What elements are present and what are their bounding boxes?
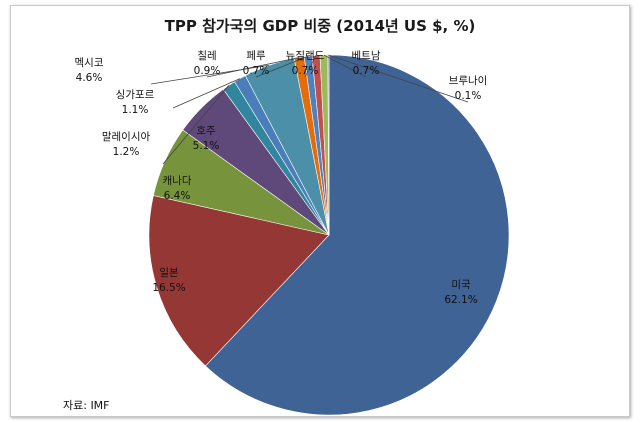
chart-source: 자료: IMF	[63, 399, 110, 412]
slice-value-8: 0.9%	[194, 65, 221, 77]
leader-line-10	[304, 55, 317, 78]
chart-title: TPP 참가국의 GDP 비중 (2014년 US $, %)	[165, 17, 476, 35]
pie-slice-1	[205, 54, 510, 416]
leader-line-9	[255, 55, 309, 78]
slice-value-5: 1.2%	[113, 146, 140, 158]
leader-line-6	[172, 78, 241, 109]
slice-label-10: 뉴질랜드	[286, 50, 325, 62]
slice-label-12: 브루나이	[449, 75, 488, 87]
leader-line-8	[206, 57, 300, 78]
slice-label-9: 페루	[246, 50, 266, 62]
slice-label-8: 칠레	[197, 50, 216, 62]
slice-label-3: 캐나다	[163, 175, 192, 187]
chart-frame: TPP 참가국의 GDP 비중 (2014년 US $, %) 미국 62.1% 일…	[10, 5, 630, 417]
slice-value-6: 1.1%	[122, 104, 149, 116]
slice-value-11: 0.7%	[353, 65, 380, 77]
slice-label-4: 호주	[196, 125, 216, 137]
slice-label-5: 말레이시아	[102, 131, 151, 143]
slice-value-12: 0.1%	[455, 90, 482, 102]
slice-label-2: 일본	[159, 266, 179, 279]
slice-value-7: 4.6%	[76, 72, 103, 84]
pie-chart: TPP 참가국의 GDP 비중 (2014년 US $, %) 미국 62.1% 일…	[63, 17, 510, 416]
leader-line-12	[328, 54, 469, 103]
slice-label-6: 싱가포르	[116, 89, 155, 101]
slice-value-4: 5.1%	[193, 140, 220, 152]
slice-value-9: 0.7%	[243, 65, 270, 77]
pie-slice-2	[148, 195, 330, 367]
leader-line-5	[162, 85, 230, 165]
slice-value-10: 0.7%	[292, 65, 319, 77]
slice-value-2: 16.5%	[152, 282, 185, 294]
slice-label-1: 미국	[451, 279, 471, 291]
slice-label-11: 베트남	[352, 50, 381, 62]
leader-line-11	[323, 54, 367, 78]
slice-label-7: 멕시코	[75, 57, 104, 69]
slice-value-3: 6.4%	[164, 190, 191, 202]
slice-value-1: 62.1%	[444, 294, 477, 306]
